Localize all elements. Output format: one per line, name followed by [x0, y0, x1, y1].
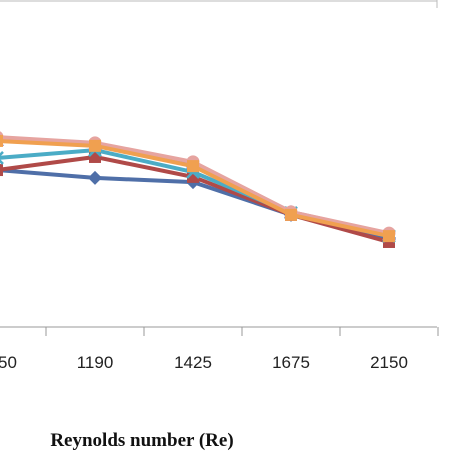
marker	[89, 139, 101, 152]
x-tick-label: 1190	[77, 353, 114, 372]
marker	[285, 208, 297, 221]
x-tick-label: 1675	[272, 353, 310, 372]
x-axis-title: Reynolds number (Re)	[50, 430, 233, 451]
x-tick-label: 2150	[370, 353, 408, 372]
x-tick-label: 50	[0, 353, 17, 372]
marker	[0, 164, 3, 177]
marker	[187, 160, 199, 173]
marker	[88, 170, 102, 185]
x-tick-label: 1425	[174, 353, 212, 372]
series-line	[0, 139, 390, 239]
marker	[0, 151, 4, 165]
marker	[0, 134, 3, 147]
marker	[383, 230, 395, 243]
